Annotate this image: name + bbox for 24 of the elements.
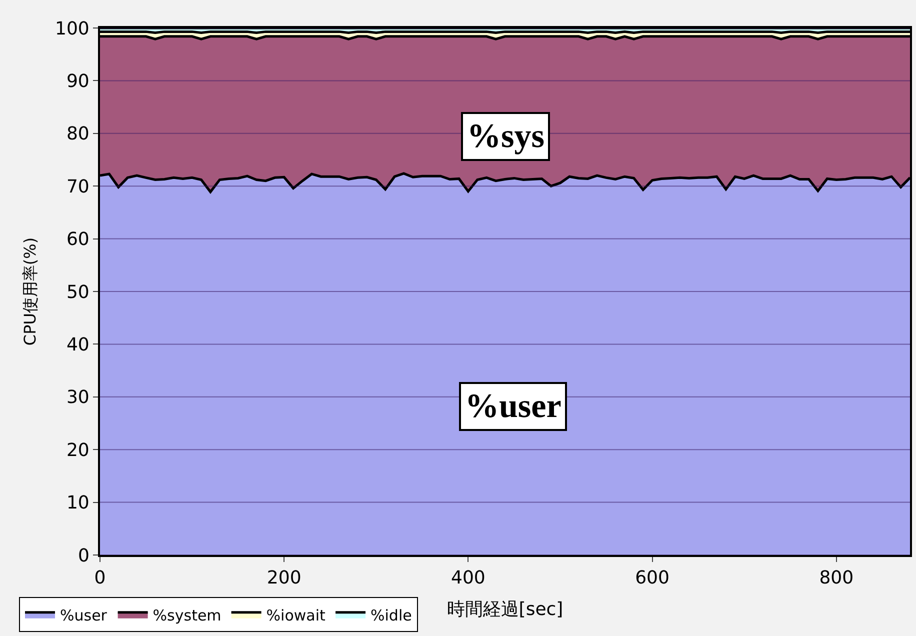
x-tick-label: 800 <box>819 568 854 589</box>
x-tick-label: 600 <box>635 568 670 589</box>
annotation: %sys <box>467 118 544 155</box>
y-tick-label: 60 <box>66 229 90 250</box>
x-tick-label: 400 <box>451 568 486 589</box>
y-tick-label: 10 <box>66 492 90 514</box>
x-tick-label: 0 <box>94 568 106 589</box>
legend-label: %user <box>60 606 108 624</box>
y-tick-label: 50 <box>66 282 90 303</box>
y-tick-label: 70 <box>66 176 90 198</box>
y-tick-label: 20 <box>66 440 90 461</box>
y-tick-label: 40 <box>66 334 90 356</box>
y-axis-title: CPU使用率(%) <box>20 237 40 346</box>
legend-label: %iowait <box>266 606 326 624</box>
y-tick-label: 90 <box>66 71 90 92</box>
legend-label: %system <box>152 606 222 624</box>
y-tick-label: 30 <box>66 387 90 408</box>
y-tick-label: 0 <box>78 545 90 566</box>
y-tick-label: 100 <box>55 18 90 40</box>
legend-label: %idle <box>370 606 412 624</box>
x-axis-title: 時間経過[sec] <box>446 599 564 620</box>
annotation: %user <box>465 388 562 425</box>
x-tick-label: 200 <box>266 568 302 589</box>
y-tick-label: 80 <box>66 124 90 145</box>
